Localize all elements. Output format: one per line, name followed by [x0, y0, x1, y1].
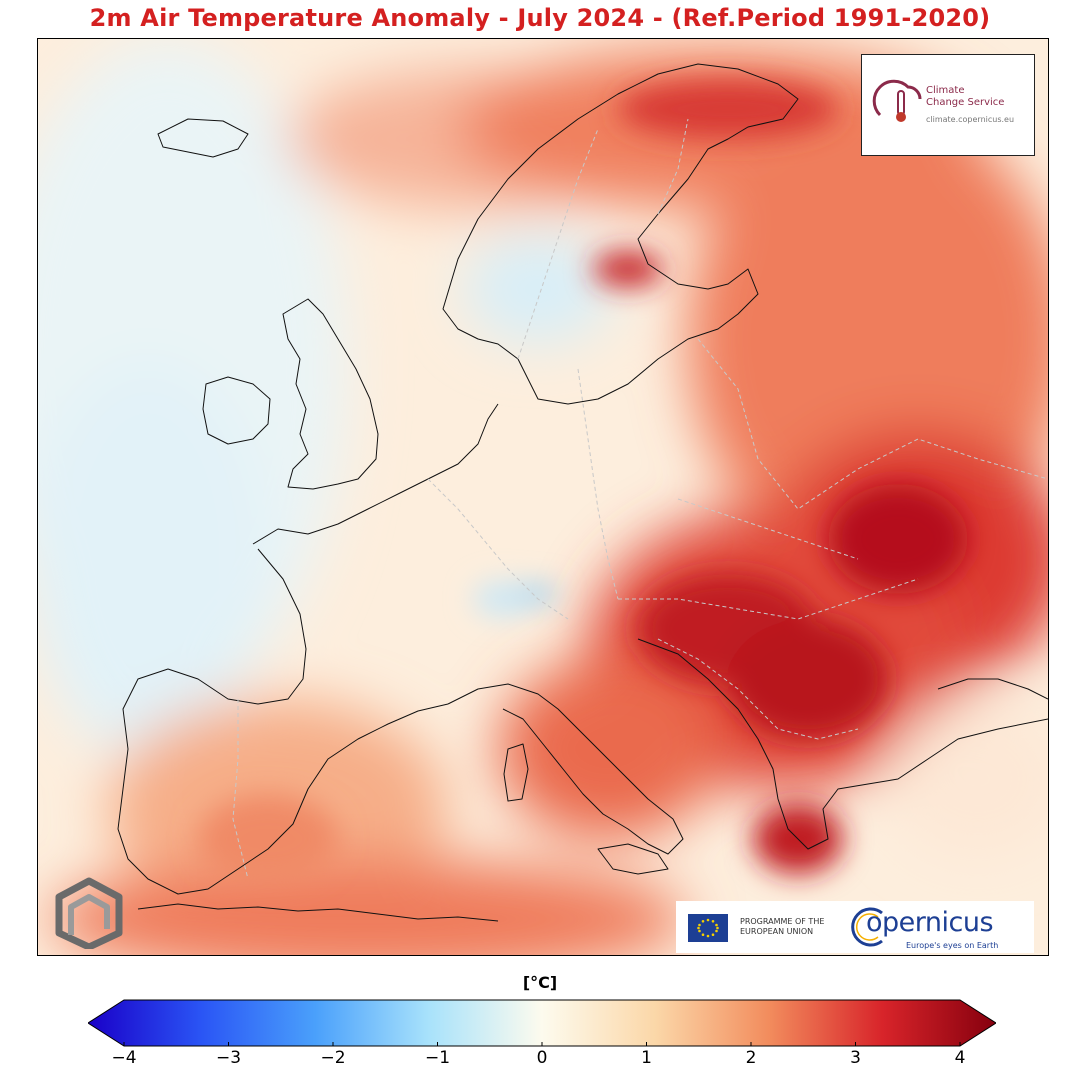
coast-italy	[447, 683, 684, 855]
copernicus-banner: PROGRAMME OF THE EUROPEAN UNION opernicus…	[676, 901, 1034, 953]
climate-change-service-logo: Climate Change Service climate.copernicus…	[861, 54, 1035, 156]
cams-title-line1: Climate	[926, 85, 965, 96]
colorbar-ticks	[123, 1042, 961, 1046]
coast-great-britain	[282, 298, 379, 490]
map-title: 2m Air Temperature Anomaly - July 2024 -…	[89, 4, 991, 32]
thermometer-cloud-icon	[872, 79, 922, 122]
coast-ireland	[202, 376, 271, 445]
colorbar-tick-label: 1	[641, 1048, 652, 1068]
colorbar-tick-label: 3	[850, 1048, 861, 1068]
country-borders	[232, 118, 1048, 880]
copernicus-c-icon	[851, 907, 883, 947]
coast-black-sea	[937, 678, 1048, 700]
colorbar	[88, 999, 996, 1047]
colorbar-tick-label: −1	[424, 1048, 451, 1068]
copernicus-wordmark: opernicus	[866, 907, 994, 938]
eu-programme-line1: PROGRAMME OF THE	[740, 917, 825, 926]
map-canvas	[38, 39, 1048, 955]
colorbar-tick-label: 0	[536, 1048, 548, 1068]
coast-scandinavia	[442, 63, 799, 405]
copernicus-tagline: Europe's eyes on Earth	[906, 941, 999, 950]
eu-programme-line2: EUROPEAN UNION	[740, 927, 814, 936]
cams-url: climate.copernicus.eu	[926, 115, 1015, 124]
coast-france-iberia	[117, 548, 449, 895]
coast-north-sea	[252, 403, 499, 545]
colorbar-tick-label: 4	[954, 1048, 966, 1068]
colorbar-tick-label: −3	[215, 1048, 242, 1068]
coastlines	[117, 63, 1048, 922]
coast-balkans	[637, 638, 1048, 850]
colorbar-tick-label: −2	[320, 1048, 346, 1068]
coast-corsica-sardinia	[503, 743, 529, 802]
site-watermark-icon	[55, 877, 123, 949]
coast-north-africa	[137, 903, 499, 922]
colorbar-tick-label: −4	[111, 1048, 137, 1068]
eu-flag-icon	[688, 914, 728, 942]
colorbar-unit-label: [°C]	[522, 973, 558, 992]
anomaly-map: Climate Change Service climate.copernicus…	[37, 38, 1049, 956]
cams-title-line2: Change Service	[926, 97, 1005, 108]
coast-iceland	[157, 118, 249, 158]
anomaly-hotspots	[198, 79, 968, 884]
colorbar-tick-label: 2	[745, 1048, 757, 1068]
colorbar-ramp	[88, 999, 996, 1047]
coast-sicily	[597, 843, 669, 875]
